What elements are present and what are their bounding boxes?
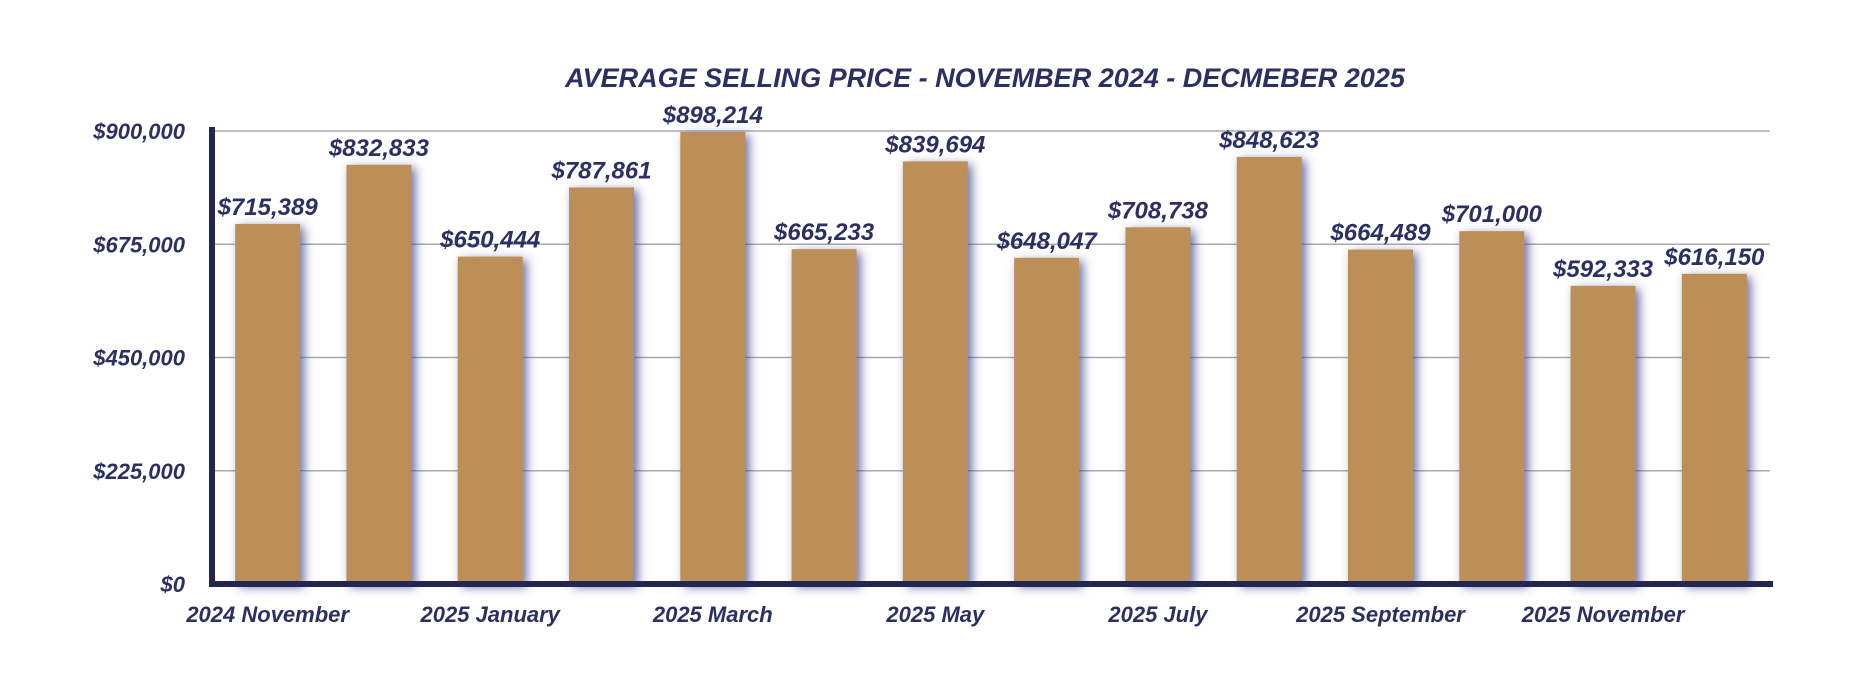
gridlines	[212, 130, 1770, 472]
x-tick-label: 2025 March	[652, 602, 773, 627]
data-label: $839,694	[884, 131, 985, 158]
data-label: $664,489	[1329, 220, 1431, 247]
x-tick-label: 2025 November	[1521, 602, 1686, 627]
bar	[457, 256, 523, 584]
bar	[346, 164, 412, 585]
bar	[1236, 156, 1302, 585]
bar	[1014, 257, 1080, 584]
bar	[791, 249, 857, 584]
bars	[235, 131, 1747, 585]
bar	[1570, 285, 1636, 584]
x-tick-label: 2024 November	[185, 602, 350, 627]
bar	[235, 223, 301, 584]
axes	[209, 127, 1773, 587]
bar	[680, 131, 746, 584]
x-tick-label: 2025 January	[419, 602, 561, 627]
y-axis-ticks: $0 $225,000 $450,000 $675,000 $900,000	[92, 119, 186, 597]
data-label: $708,738	[1107, 197, 1209, 224]
y-tick-label: $0	[160, 572, 186, 597]
data-label: $701,000	[1441, 201, 1543, 228]
bar	[1681, 273, 1747, 584]
data-label: $592,333	[1552, 256, 1654, 283]
chart-title: AVERAGE SELLING PRICE - NOVEMBER 2024 - …	[564, 63, 1406, 93]
x-tick-label: 2025 July	[1107, 602, 1209, 627]
bar	[1459, 231, 1525, 584]
data-label: $616,150	[1663, 244, 1765, 271]
bar	[1125, 227, 1191, 584]
bar	[902, 161, 968, 585]
bar	[1348, 249, 1413, 585]
data-label: $898,214	[662, 102, 763, 129]
y-tick-label: $225,000	[92, 459, 186, 484]
data-label: $832,833	[328, 135, 430, 162]
y-tick-label: $900,000	[92, 119, 186, 144]
data-label: $648,047	[996, 228, 1099, 255]
y-tick-label: $450,000	[92, 346, 186, 371]
data-label: $848,623	[1218, 127, 1320, 154]
x-axis-ticks: 2024 November 2025 January 2025 March 2025 …	[185, 602, 1686, 627]
data-label: $665,233	[773, 219, 875, 246]
y-tick-label: $675,000	[92, 232, 186, 257]
x-tick-label: 2025 May	[885, 602, 986, 627]
data-label: $715,389	[217, 194, 319, 221]
x-tick-label: 2025 September	[1295, 602, 1466, 627]
data-labels: $715,389 $832,833 $650,444 $787,861 $898,214…	[217, 102, 1765, 283]
data-label: $650,444	[439, 227, 540, 254]
data-label: $787,861	[550, 157, 651, 184]
bar	[569, 187, 634, 584]
